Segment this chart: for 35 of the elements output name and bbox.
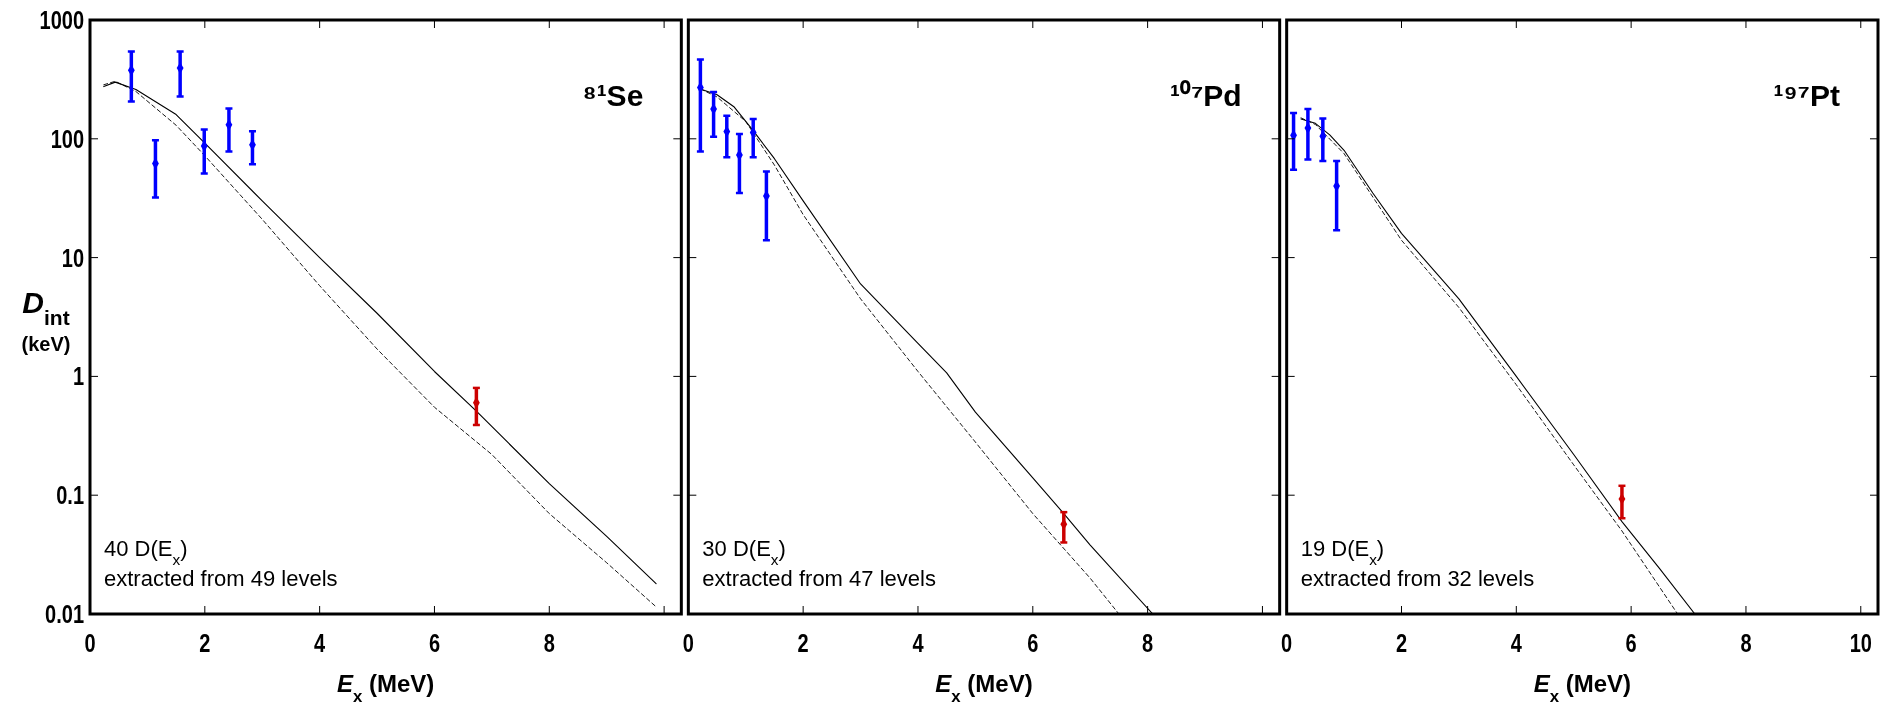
y-tick-label: 100 (50, 125, 84, 154)
annotation: 40 D(E$_{x}$) (104, 536, 188, 568)
annotation: 30 D(E$_{x}$) (702, 536, 786, 568)
annotation: extracted from 32 levels (1300, 566, 1535, 591)
x-tick-label: 8 (543, 629, 555, 658)
x-tick-label: 10 (1849, 629, 1872, 658)
x-tick-label: 2 (1395, 629, 1408, 658)
x-tick-label: 4 (912, 629, 924, 658)
x-tick-label: 4 (1510, 629, 1523, 658)
x-axis-title: E$_{x}$ (MeV) (1533, 670, 1632, 705)
annotation: 19 D(E$_{x}$) (1300, 536, 1385, 568)
annotation: extracted from 49 levels (104, 566, 338, 591)
x-tick-label: 0 (682, 629, 694, 658)
y-tick-label: 1000 (39, 6, 84, 35)
y-tick-label: 1 (72, 363, 84, 391)
y-axis-title: D$_{int}$ (keV) (21, 286, 71, 355)
x-tick-label: 2 (199, 629, 211, 658)
text: ⁸¹Se (582, 79, 644, 112)
y-tick-label: 0.01 (45, 600, 84, 629)
x-axis-title: E$_{x}$ (MeV) (336, 670, 435, 705)
x-tick-label: 4 (314, 629, 326, 658)
text: ¹⁰⁷Pd (1169, 79, 1242, 112)
annotation: extracted from 47 levels (702, 566, 936, 591)
x-tick-label: 2 (797, 629, 809, 658)
x-tick-label: 0 (1281, 629, 1293, 658)
x-axis-title: E$_{x}$ (MeV) (935, 670, 1033, 705)
x-tick-label: 0 (84, 629, 96, 658)
x-tick-label: 6 (428, 629, 441, 658)
text: ¹⁹⁷Pt (1773, 79, 1841, 112)
x-tick-label: 6 (1027, 629, 1039, 658)
x-tick-label: 8 (1740, 629, 1752, 658)
x-tick-label: 8 (1142, 629, 1154, 658)
x-tick-label: 6 (1625, 629, 1637, 658)
y-tick-label: 10 (61, 244, 84, 273)
y-tick-label: 0.1 (56, 482, 84, 510)
